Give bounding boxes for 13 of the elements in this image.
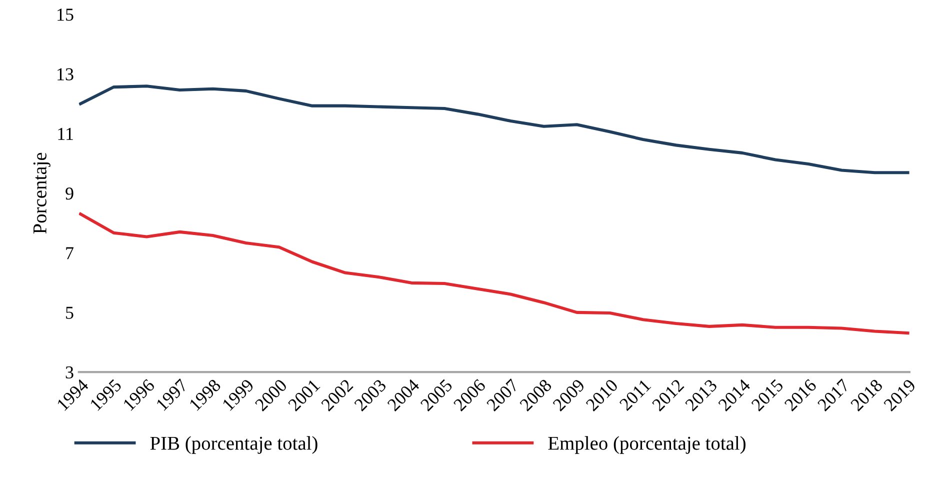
line-series [79, 84, 910, 174]
line-series [79, 212, 910, 335]
y-tick-label: 13 [58, 68, 74, 80]
y-tick-label: 3 [66, 366, 74, 378]
y-tick-label: 15 [58, 8, 74, 21]
y-tick-label: 7 [66, 247, 74, 260]
legend-label: PIB (porcentaje total) [150, 436, 318, 454]
x-tick-label: 2011 [618, 378, 652, 412]
y-axis-title: Porcentaje [33, 152, 50, 234]
y-tick-label: 11 [58, 128, 73, 140]
y-tick-label: 5 [66, 306, 74, 319]
legend-label: Empleo (porcentaje total) [548, 436, 746, 454]
y-tick-label: 9 [66, 187, 74, 200]
